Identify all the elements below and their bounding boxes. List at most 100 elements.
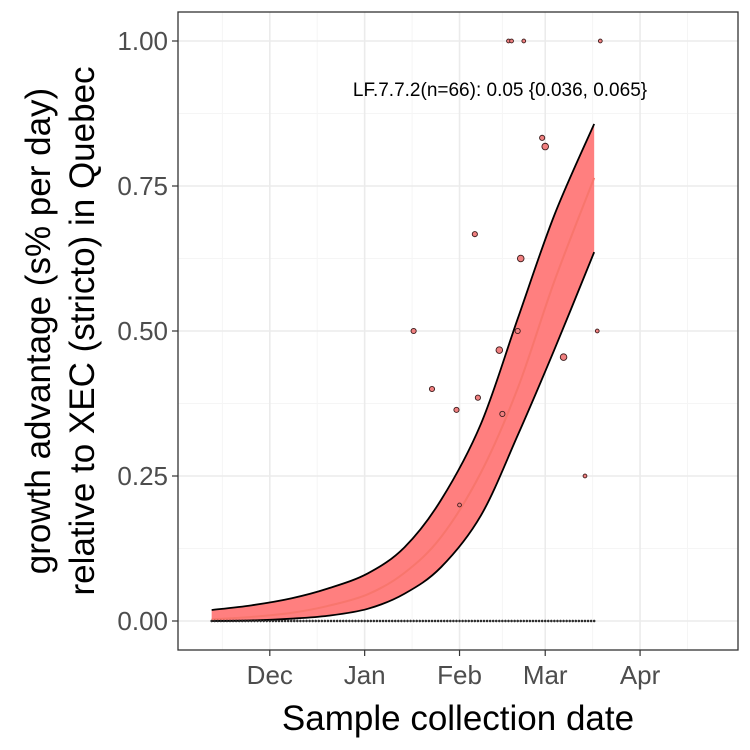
data-point-zero xyxy=(485,619,489,623)
data-point-zero xyxy=(467,619,471,623)
data-point-zero xyxy=(320,619,324,623)
data-point-zero xyxy=(430,619,434,623)
data-point-zero xyxy=(433,619,437,623)
data-point-zero xyxy=(559,619,562,623)
data-point-zero xyxy=(253,619,256,623)
data-point-zero xyxy=(351,619,354,623)
data-point-zero xyxy=(507,619,510,623)
data-point-zero xyxy=(445,619,449,623)
data-point xyxy=(582,473,588,479)
data-point-zero xyxy=(580,619,584,623)
data-point-zero xyxy=(280,619,284,623)
data-point-zero xyxy=(550,619,553,623)
data-point-zero xyxy=(586,619,590,623)
data-point-zero xyxy=(317,619,321,623)
data-point-zero xyxy=(210,619,213,623)
data-point-zero xyxy=(531,619,535,623)
data-point-zero xyxy=(406,619,409,623)
data-point-zero xyxy=(574,619,578,623)
data-point-zero xyxy=(397,619,400,623)
y-tick-label: 0.25 xyxy=(117,461,168,491)
data-point-zero xyxy=(244,619,247,623)
data-point-zero xyxy=(369,619,373,623)
data-point-zero xyxy=(274,619,278,623)
data-point-zero xyxy=(286,619,290,623)
data-point-zero xyxy=(390,619,394,623)
data-point-zero xyxy=(461,619,464,623)
data-point-zero xyxy=(259,619,262,623)
x-tick-label: Apr xyxy=(620,660,661,690)
data-point-zero xyxy=(464,619,467,623)
data-point-zero xyxy=(375,619,379,623)
data-point-zero xyxy=(553,619,556,623)
confidence-ribbon xyxy=(211,123,595,621)
x-axis-title: Sample collection date xyxy=(282,699,634,738)
data-point-zero xyxy=(225,619,229,623)
data-point-zero xyxy=(418,619,422,623)
data-point-zero xyxy=(421,619,425,623)
data-point-zero xyxy=(479,619,483,623)
data-point-zero xyxy=(494,619,498,623)
data-point-zero xyxy=(583,619,587,623)
data-point-zero xyxy=(372,619,376,623)
series-annotation: LF.7.7.2(n=66): 0.05 {0.036, 0.065} xyxy=(353,80,647,101)
data-point xyxy=(471,231,478,238)
data-point-zero xyxy=(323,619,327,623)
data-point-zero xyxy=(470,619,474,623)
data-point-zero xyxy=(403,619,406,623)
fit-line xyxy=(211,177,596,621)
data-point-zero xyxy=(543,619,547,623)
data-point-zero xyxy=(237,619,241,623)
data-point-zero xyxy=(534,619,538,623)
data-point-zero xyxy=(455,619,458,623)
data-point-zero xyxy=(247,619,250,623)
data-point-zero xyxy=(424,619,428,623)
x-tick-label: Jan xyxy=(344,660,386,690)
data-point-zero xyxy=(289,619,293,623)
data-point-zero xyxy=(488,619,492,623)
data-point-zero xyxy=(384,619,388,623)
data-point-zero xyxy=(219,619,223,623)
data-point-zero xyxy=(537,619,541,623)
data-point-zero xyxy=(250,619,253,623)
data-point-zero xyxy=(366,619,370,623)
data-point-zero xyxy=(400,619,403,623)
data-point xyxy=(521,38,527,44)
data-point-zero xyxy=(589,619,593,623)
y-axis-title-line-1: growth advantage (s% per day) xyxy=(19,88,58,574)
data-point xyxy=(495,346,504,354)
data-point-zero xyxy=(314,619,318,623)
data-point-zero xyxy=(556,619,559,623)
data-point-zero xyxy=(228,619,232,623)
data-point-zero xyxy=(504,619,507,623)
x-tick-label: Dec xyxy=(247,660,293,690)
data-point-zero xyxy=(473,619,477,623)
data-point-zero xyxy=(213,619,217,623)
data-point-zero xyxy=(528,619,532,623)
grid-layer xyxy=(178,12,738,650)
data-point-zero xyxy=(476,619,480,623)
data-point-zero xyxy=(540,619,544,623)
data-point-zero xyxy=(482,619,486,623)
data-point-zero xyxy=(491,619,495,623)
data-point xyxy=(457,502,462,508)
y-tick-label: 0.75 xyxy=(117,171,168,201)
data-point-zero xyxy=(415,619,418,623)
data-point xyxy=(514,327,521,335)
data-point-zero xyxy=(568,619,571,623)
data-point-zero xyxy=(271,619,275,623)
data-point-zero xyxy=(311,619,314,623)
data-point-zero xyxy=(292,619,296,623)
y-tick-label: 0.00 xyxy=(117,606,168,636)
data-point xyxy=(539,134,546,141)
ribbon-upper-edge xyxy=(211,123,595,611)
data-point-zero xyxy=(363,619,366,623)
x-tick-label: Mar xyxy=(523,660,568,690)
data-point-zero xyxy=(256,619,259,623)
data-point-zero xyxy=(277,619,281,623)
points-layer xyxy=(210,38,603,623)
data-point-zero xyxy=(409,619,412,623)
data-point-zero xyxy=(378,619,382,623)
data-point-zero xyxy=(393,619,397,623)
data-point xyxy=(559,353,568,361)
